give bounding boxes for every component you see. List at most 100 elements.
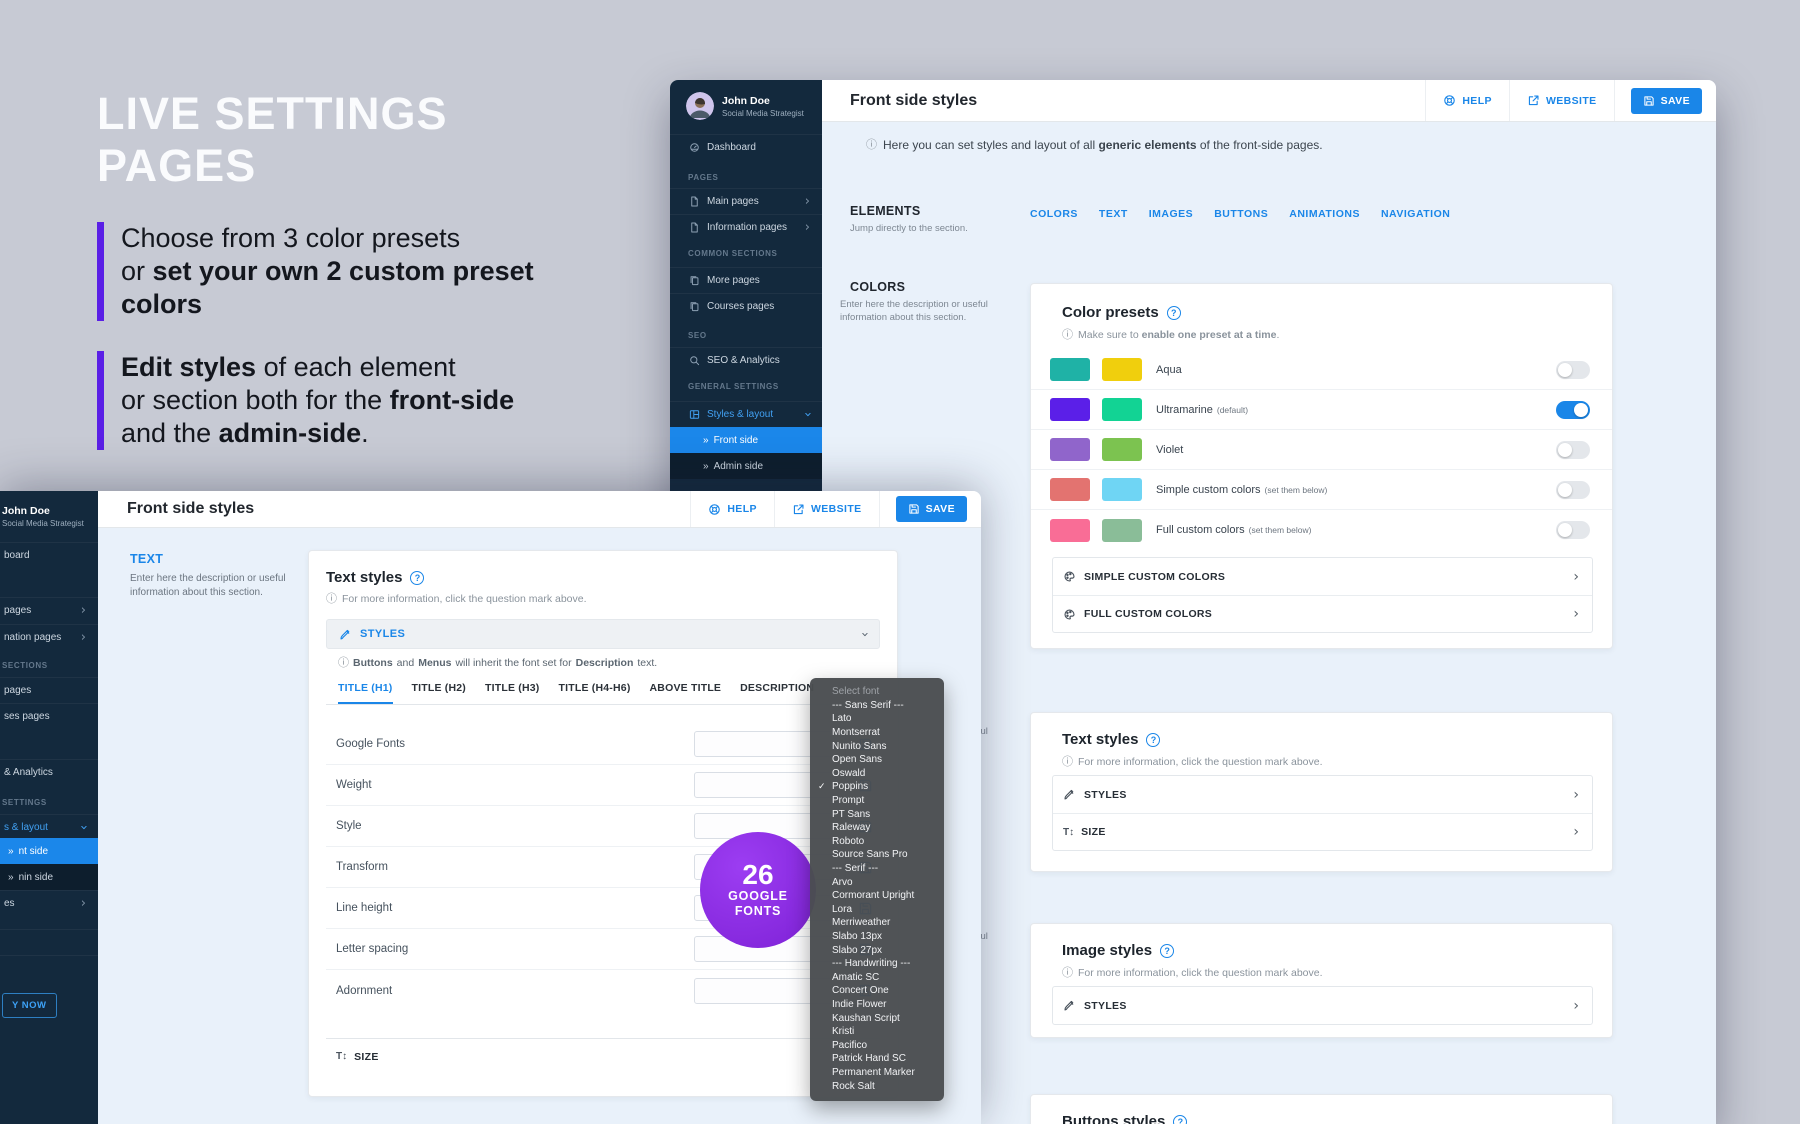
sidebar-item-information-pages[interactable]: Information pages ›	[670, 214, 822, 240]
sidebar-item--analytics[interactable]: & Analytics	[0, 759, 98, 785]
question-icon[interactable]	[410, 570, 425, 585]
preset-toggle[interactable]	[1556, 440, 1590, 459]
sidebar-section-label: GENERAL SETTINGS	[688, 381, 779, 391]
file-icon	[689, 222, 700, 233]
tab-above-title[interactable]: ABOVE TITLE	[649, 682, 722, 694]
accordion-row-size[interactable]: SIZE ›	[1053, 813, 1592, 850]
text-styles-info: ⓘ For more information, click the questio…	[326, 592, 587, 605]
palette-icon	[1063, 608, 1076, 621]
font-option-pt-sans[interactable]: PT Sans	[832, 808, 871, 820]
color-swatch-secondary	[1102, 518, 1142, 542]
anchor-link-animations[interactable]: ANIMATIONS	[1289, 208, 1360, 220]
sidebar-subitem-front-side[interactable]: Front side	[670, 427, 822, 453]
sidebar-item-label: s & layout	[4, 822, 48, 833]
copy-icon	[689, 301, 700, 312]
question-icon[interactable]	[1160, 943, 1175, 958]
sidebar-item-board[interactable]: board	[0, 542, 98, 568]
preset-toggle[interactable]	[1556, 480, 1590, 499]
sidebar-item-courses-pages[interactable]: Courses pages	[670, 293, 822, 319]
font-option-rock-salt[interactable]: Rock Salt	[832, 1080, 875, 1092]
tab-title-h1-[interactable]: TITLE (H1)	[338, 682, 393, 704]
help-button[interactable]: HELP	[690, 491, 774, 527]
sidebar-item-main-pages[interactable]: Main pages ›	[670, 188, 822, 214]
sidebar-item-pages[interactable]: pages ›	[0, 597, 98, 623]
anchor-link-text[interactable]: TEXT	[1098, 208, 1128, 220]
tab-title-h2-[interactable]: TITLE (H2)	[411, 682, 466, 694]
font-option-oswald[interactable]: Oswald	[832, 767, 866, 779]
anchor-link-buttons[interactable]: BUTTONS	[1214, 208, 1269, 220]
sidebar-item-s-layout[interactable]: s & layout ›	[0, 814, 98, 840]
sidebar-subitem-label: nin side	[18, 871, 54, 883]
font-option-nunito-sans[interactable]: Nunito Sans	[832, 740, 887, 752]
font-option-patrick-hand-sc[interactable]: Patrick Hand SC	[832, 1053, 906, 1065]
field-label: Line height	[336, 902, 393, 914]
sidebar-item-pages[interactable]: pages	[0, 677, 98, 703]
font-option-lora[interactable]: Lora	[832, 903, 853, 915]
tab-description[interactable]: DESCRIPTION	[740, 682, 815, 694]
sidebar-item-more-pages[interactable]: More pages	[670, 267, 822, 293]
help-icon	[708, 503, 721, 516]
question-icon[interactable]	[1173, 1114, 1188, 1124]
font-option-poppins[interactable]: Poppins	[810, 780, 944, 794]
sidebar-subitem-nin-side[interactable]: nin side	[0, 864, 98, 890]
font-option-lato[interactable]: Lato	[832, 713, 852, 725]
font-option-pacifico[interactable]: Pacifico	[832, 1039, 868, 1051]
sidebar-item-dashboard[interactable]: Dashboard	[670, 134, 822, 160]
styles-accordion-header[interactable]: STYLES ›	[326, 619, 880, 649]
info-icon: ⓘ	[866, 138, 877, 151]
font-option-permanent-marker[interactable]: Permanent Marker	[832, 1066, 915, 1078]
font-option-open-sans[interactable]: Open Sans	[832, 754, 883, 766]
accordion-row-styles[interactable]: STYLES ›	[1053, 776, 1592, 813]
font-option-amatic-sc[interactable]: Amatic SC	[832, 971, 880, 983]
size-accordion-row[interactable]: SIZE ›	[326, 1038, 880, 1074]
anchor-link-colors[interactable]: COLORS	[1030, 208, 1078, 220]
font-option-source-sans-pro[interactable]: Source Sans Pro	[832, 849, 908, 861]
website-button[interactable]: WEBSITE	[773, 491, 879, 527]
question-icon[interactable]	[1166, 305, 1181, 320]
font-option-roboto[interactable]: Roboto	[832, 835, 865, 847]
sidebar-subitem-label: Front side	[713, 434, 759, 446]
tab-title-h3-[interactable]: TITLE (H3)	[485, 682, 540, 694]
user-profile: John Doe Social Media Strategist	[686, 92, 804, 120]
font-option-slabo-13px[interactable]: Slabo 13px	[832, 930, 883, 942]
chevron-down-icon: ›	[799, 411, 815, 418]
preset-note: (set them below)	[1248, 525, 1312, 535]
sidebar-item-styles-layout[interactable]: Styles & layout ›	[670, 401, 822, 427]
font-option-cormorant-upright[interactable]: Cormorant Upright	[832, 890, 915, 902]
anchor-link-images[interactable]: IMAGES	[1148, 208, 1194, 220]
sidebar-item-ses-pages[interactable]: ses pages	[0, 703, 98, 729]
preset-toggle[interactable]	[1556, 521, 1590, 539]
sidebar-subitem-nt-side[interactable]: nt side	[0, 838, 98, 864]
website-button[interactable]: WEBSITE	[1508, 80, 1614, 121]
font-option-montserrat[interactable]: Montserrat	[832, 727, 880, 739]
chevron-down-icon: ›	[75, 824, 91, 831]
tab-title-h4-h6-[interactable]: TITLE (H4-H6)	[558, 682, 631, 694]
sidebar-item-es[interactable]: es ›	[0, 890, 98, 916]
font-option-concert-one[interactable]: Concert One	[832, 985, 889, 997]
accordion-row-styles[interactable]: STYLES ›	[1053, 987, 1592, 1024]
font-option-merriweather[interactable]: Merriweather	[832, 917, 891, 929]
font-option-kaushan-script[interactable]: Kaushan Script	[832, 1012, 900, 1024]
font-option-raleway[interactable]: Raleway	[832, 822, 871, 834]
text-segment: Edit styles	[121, 352, 257, 382]
preset-toggle[interactable]	[1556, 400, 1590, 419]
preset-toggle[interactable]	[1556, 360, 1590, 379]
font-option-prompt[interactable]: Prompt	[832, 795, 865, 807]
sidebar-item-seo-analytics[interactable]: SEO & Analytics	[670, 347, 822, 373]
font-option-kristi[interactable]: Kristi	[832, 1026, 855, 1038]
preset-label: Violet	[1156, 443, 1184, 456]
accordion-row-simple-custom-colors[interactable]: SIMPLE CUSTOM COLORS ›	[1053, 558, 1592, 595]
anchor-link-navigation[interactable]: NAVIGATION	[1380, 208, 1451, 220]
save-button[interactable]: SAVE	[1630, 87, 1702, 114]
question-icon[interactable]	[1146, 732, 1161, 747]
save-button[interactable]: SAVE	[895, 496, 967, 522]
sidebar-item-nation-pages[interactable]: nation pages ›	[0, 624, 98, 650]
font-option-slabo-27px[interactable]: Slabo 27px	[832, 944, 883, 956]
font-option-indie-flower[interactable]: Indie Flower	[832, 998, 887, 1010]
font-option-arvo[interactable]: Arvo	[832, 876, 853, 888]
accordion-row-full-custom-colors[interactable]: FULL CUSTOM COLORS ›	[1053, 595, 1592, 632]
sidebar-subitem-admin-side[interactable]: Admin side	[670, 453, 822, 479]
upgrade-button[interactable]: Y NOW	[2, 993, 57, 1018]
user-role: Social Media Strategist	[2, 519, 84, 528]
help-button[interactable]: HELP	[1425, 80, 1509, 121]
